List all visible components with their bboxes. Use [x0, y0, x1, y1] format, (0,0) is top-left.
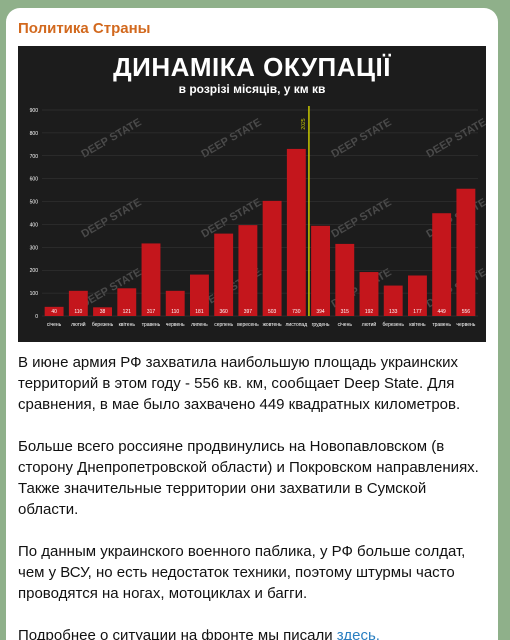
- y-tick-label: 300: [30, 245, 39, 251]
- y-tick-label: 600: [30, 177, 39, 183]
- x-tick-label: серпень: [214, 322, 233, 328]
- bar: [311, 225, 331, 316]
- bar: [238, 225, 258, 316]
- bar: [286, 148, 306, 316]
- bar: [117, 288, 137, 316]
- bar: [44, 306, 64, 316]
- x-tick-label: липень: [191, 322, 208, 328]
- y-tick-label: 900: [30, 108, 39, 114]
- bar: [189, 274, 209, 316]
- chart-subtitle: в розрізі місяців, у км кв: [178, 82, 326, 96]
- bar-value-label: 110: [171, 309, 179, 315]
- bar: [407, 275, 427, 316]
- paragraph-4: Подробнее о ситуации на фронте мы писали…: [18, 625, 488, 640]
- x-tick-label: січень: [47, 322, 62, 328]
- channel-name[interactable]: Политика Страны: [18, 20, 151, 37]
- x-tick-label: травень: [432, 322, 451, 328]
- y-tick-label: 400: [30, 222, 39, 228]
- bar-value-label: 181: [195, 309, 204, 315]
- y-tick-label: 500: [30, 200, 39, 206]
- bar: [214, 233, 234, 316]
- bar-value-label: 556: [462, 309, 471, 315]
- x-tick-label: лютий: [71, 321, 86, 328]
- bar-value-label: 317: [147, 309, 156, 315]
- bar: [165, 290, 185, 316]
- x-tick-label: листопад: [286, 322, 308, 328]
- x-tick-label: червень: [456, 322, 475, 328]
- message-text: В июне армия РФ захватила наибольшую пло…: [18, 352, 488, 640]
- bar-value-label: 315: [341, 309, 350, 315]
- chart-title: ДИНАМІКА ОКУПАЦІЇ: [113, 52, 391, 82]
- x-tick-label: травень: [142, 322, 161, 328]
- bar: [383, 285, 403, 316]
- watermark-text: DEEP STATE: [79, 116, 143, 160]
- bar-chart: DEEP STATE DEEP STATE DEEP STATE DEEP STATE…: [30, 106, 486, 328]
- bar: [432, 213, 452, 316]
- here-link[interactable]: здесь.: [336, 627, 380, 640]
- paragraph-3: По данным украинского военного паблика, …: [18, 543, 466, 602]
- bar-value-label: 192: [365, 309, 374, 315]
- bar-value-label: 503: [268, 309, 277, 315]
- bar-value-label: 397: [244, 309, 253, 315]
- year-marker-label: 2025: [301, 118, 307, 129]
- message-bubble: Политика Страны ДИНАМІКА ОКУПАЦІЇ в розр…: [6, 8, 498, 640]
- x-tick-label: квітень: [119, 322, 136, 328]
- bar: [93, 307, 113, 316]
- bar-value-label: 360: [219, 309, 228, 315]
- bar: [68, 290, 88, 316]
- x-tick-label: березень: [92, 322, 114, 328]
- chart-image[interactable]: ДИНАМІКА ОКУПАЦІЇ в розрізі місяців, у к…: [18, 46, 486, 342]
- watermark-text: DEEP STATE: [424, 116, 486, 160]
- bar-value-label: 40: [51, 309, 57, 315]
- x-tick-label: березень: [383, 322, 405, 328]
- bar-value-label: 449: [437, 309, 446, 315]
- paragraph-4-text: Подробнее о ситуации на фронте мы писали: [18, 627, 337, 640]
- bar: [359, 272, 379, 316]
- x-tick-label: січень: [338, 322, 353, 328]
- x-tick-label: вересень: [237, 322, 259, 328]
- paragraph-2: Больше всего россияне продвинулись на Но…: [18, 438, 479, 518]
- bar: [141, 243, 161, 316]
- y-tick-label: 200: [30, 268, 39, 274]
- bar: [335, 243, 355, 316]
- watermark-text: DEEP STATE: [329, 116, 393, 160]
- watermark-text: DEEP STATE: [199, 116, 263, 160]
- y-tick-label: 800: [30, 131, 39, 137]
- bar: [262, 200, 282, 316]
- x-tick-label: лютий: [362, 321, 377, 328]
- y-tick-label: 100: [30, 291, 39, 297]
- bar-value-label: 110: [74, 309, 82, 315]
- bar-value-label: 730: [292, 309, 301, 315]
- bar-value-label: 177: [413, 309, 422, 315]
- y-tick-label: 700: [30, 154, 39, 160]
- bar-value-label: 121: [123, 309, 132, 315]
- x-tick-label: квітень: [409, 322, 426, 328]
- bar-value-label: 394: [316, 309, 325, 315]
- x-tick-label: жовтень: [263, 322, 282, 328]
- bar-value-label: 133: [389, 309, 398, 315]
- paragraph-1: В июне армия РФ захватила наибольшую пло…: [18, 354, 461, 413]
- x-tick-label: червень: [166, 322, 185, 328]
- x-tick-label: грудень: [312, 322, 330, 328]
- y-tick-label: 0: [35, 314, 38, 320]
- watermark-text: DEEP STATE: [329, 196, 393, 240]
- watermark-text: DEEP STATE: [79, 196, 143, 240]
- bar: [456, 188, 476, 316]
- bar-value-label: 38: [100, 309, 106, 315]
